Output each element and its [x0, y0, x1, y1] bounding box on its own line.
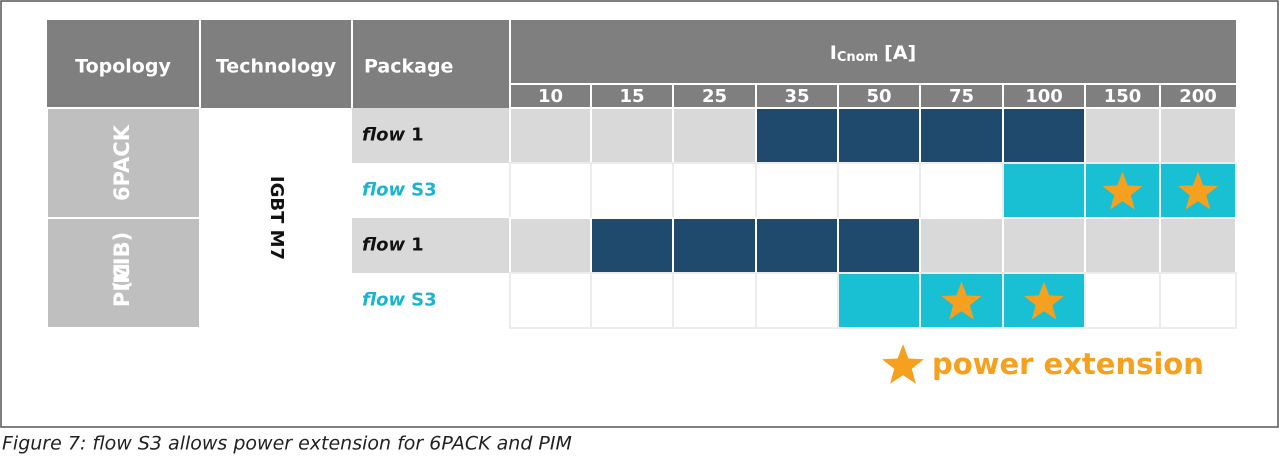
rating-label: 75: [949, 86, 974, 107]
package-label: flow S3: [362, 290, 437, 311]
rating-label: 10: [538, 86, 563, 107]
package-bold: S3: [411, 290, 437, 311]
rating-cell: [919, 107, 1004, 164]
rating-cell: [837, 107, 921, 164]
technology-cell: [200, 108, 352, 328]
header-cell: Technology: [216, 56, 337, 78]
topology-label: PIM: [110, 263, 134, 307]
rating-cell: [755, 107, 839, 164]
rating-cell: [590, 217, 674, 274]
package-italic: flow: [362, 235, 406, 256]
rating-cell: [755, 217, 839, 274]
header-cell: Topology: [75, 56, 171, 78]
current-symbol: I: [830, 42, 837, 64]
rating-label: 25: [702, 86, 727, 107]
star-icon: [941, 281, 982, 320]
legend-label: power extension: [932, 347, 1204, 381]
package-italic: flow: [362, 290, 406, 311]
row-bg: [352, 273, 1236, 328]
package-label: flow 1: [362, 235, 424, 256]
rating-label: 100: [1025, 86, 1063, 107]
topology-cell: [46, 107, 201, 219]
caption: Figure 7: flow S3 allows power extension…: [2, 433, 572, 455]
topology-label: 6PACK: [110, 124, 134, 201]
rating-cell: [1159, 272, 1237, 329]
header-cell: Package: [364, 56, 453, 78]
package-italic: flow: [362, 180, 406, 201]
package-bold: 1: [411, 235, 424, 256]
header-cell: ICnom [A]: [830, 42, 916, 65]
star-icon: [882, 344, 924, 384]
figure-frame: [0, 0, 1279, 428]
star-icon: [1102, 171, 1143, 210]
rating-label: 50: [866, 86, 891, 107]
rating-label: 35: [784, 86, 809, 107]
package-label: flow 1: [362, 125, 424, 146]
star-icon: [1178, 171, 1218, 210]
technology-label: IGBT M7: [266, 176, 287, 260]
rating-cell: [1002, 162, 1086, 219]
package-bold: 1: [411, 125, 424, 146]
rating-label: 200: [1179, 86, 1217, 107]
rating-cell: [837, 272, 921, 329]
rating-cell: [1002, 107, 1086, 164]
header-bg: [47, 20, 1236, 108]
current-subscript: Cnom: [837, 50, 878, 65]
rating-cell: [837, 217, 921, 274]
package-italic: flow: [362, 125, 406, 146]
rating-label: 150: [1104, 86, 1142, 107]
star-icon: [1024, 281, 1064, 320]
rating-label: 15: [619, 86, 644, 107]
topology-label: (CIB): [110, 232, 134, 290]
rating-cell: [672, 217, 757, 274]
current-unit: [A]: [884, 42, 916, 64]
topology-cell: [46, 217, 201, 329]
package-bold: S3: [411, 180, 437, 201]
package-label: flow S3: [362, 180, 437, 201]
